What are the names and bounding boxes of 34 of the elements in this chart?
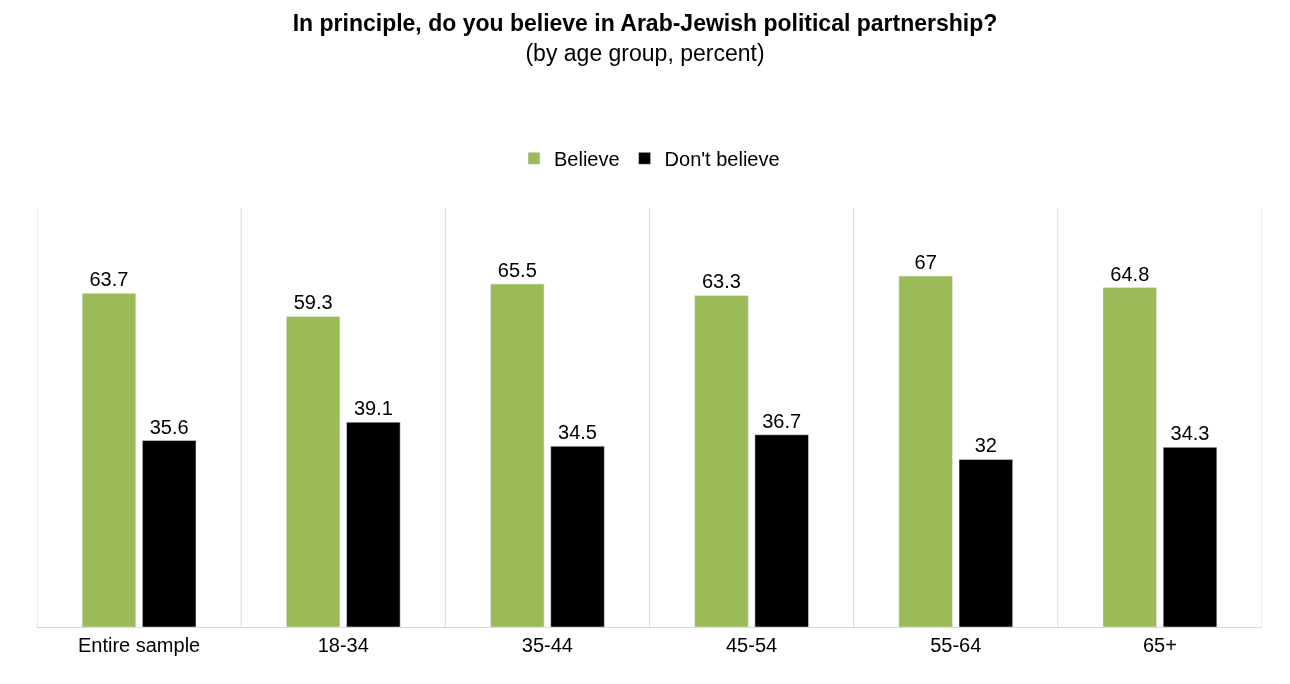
data-label: 34.3 [1170, 422, 1210, 445]
data-label: 59.3 [293, 291, 333, 314]
x-tick-label: 35-44 [521, 634, 573, 656]
bar [1162, 447, 1218, 627]
bar [142, 440, 197, 627]
data-label: 65.5 [497, 258, 537, 281]
x-tick-label: Entire sample [77, 634, 201, 656]
bar [1102, 287, 1157, 627]
data-label: 64.8 [1110, 262, 1150, 285]
chart-subtitle: (by age group, percent) [525, 39, 765, 66]
data-label: 67 [914, 251, 937, 274]
legend-label: Don't believe [664, 148, 780, 171]
legend-label: Believe [554, 148, 620, 171]
bar [346, 421, 401, 627]
bar [754, 434, 809, 627]
data-label: 35.6 [149, 415, 189, 438]
bar [490, 283, 545, 627]
bar [694, 295, 749, 627]
x-tick-label: 18-34 [317, 634, 369, 656]
data-label: 39.1 [353, 397, 393, 420]
x-tick-label: 55-64 [930, 634, 982, 656]
data-label: 63.3 [702, 270, 741, 293]
data-label: 36.7 [762, 409, 802, 432]
bar [286, 316, 341, 627]
x-tick-label: 65+ [1142, 634, 1177, 656]
chart-title: In principle, do you believe in Arab-Jewish political partnership? [292, 9, 998, 36]
data-label: 63.7 [89, 268, 129, 291]
data-label: 32 [974, 434, 997, 457]
bar [958, 459, 1013, 627]
bar [550, 446, 605, 627]
bar [81, 293, 137, 627]
bar [898, 275, 953, 627]
x-tick-label: 45-54 [726, 634, 778, 656]
data-label: 34.5 [558, 421, 597, 444]
